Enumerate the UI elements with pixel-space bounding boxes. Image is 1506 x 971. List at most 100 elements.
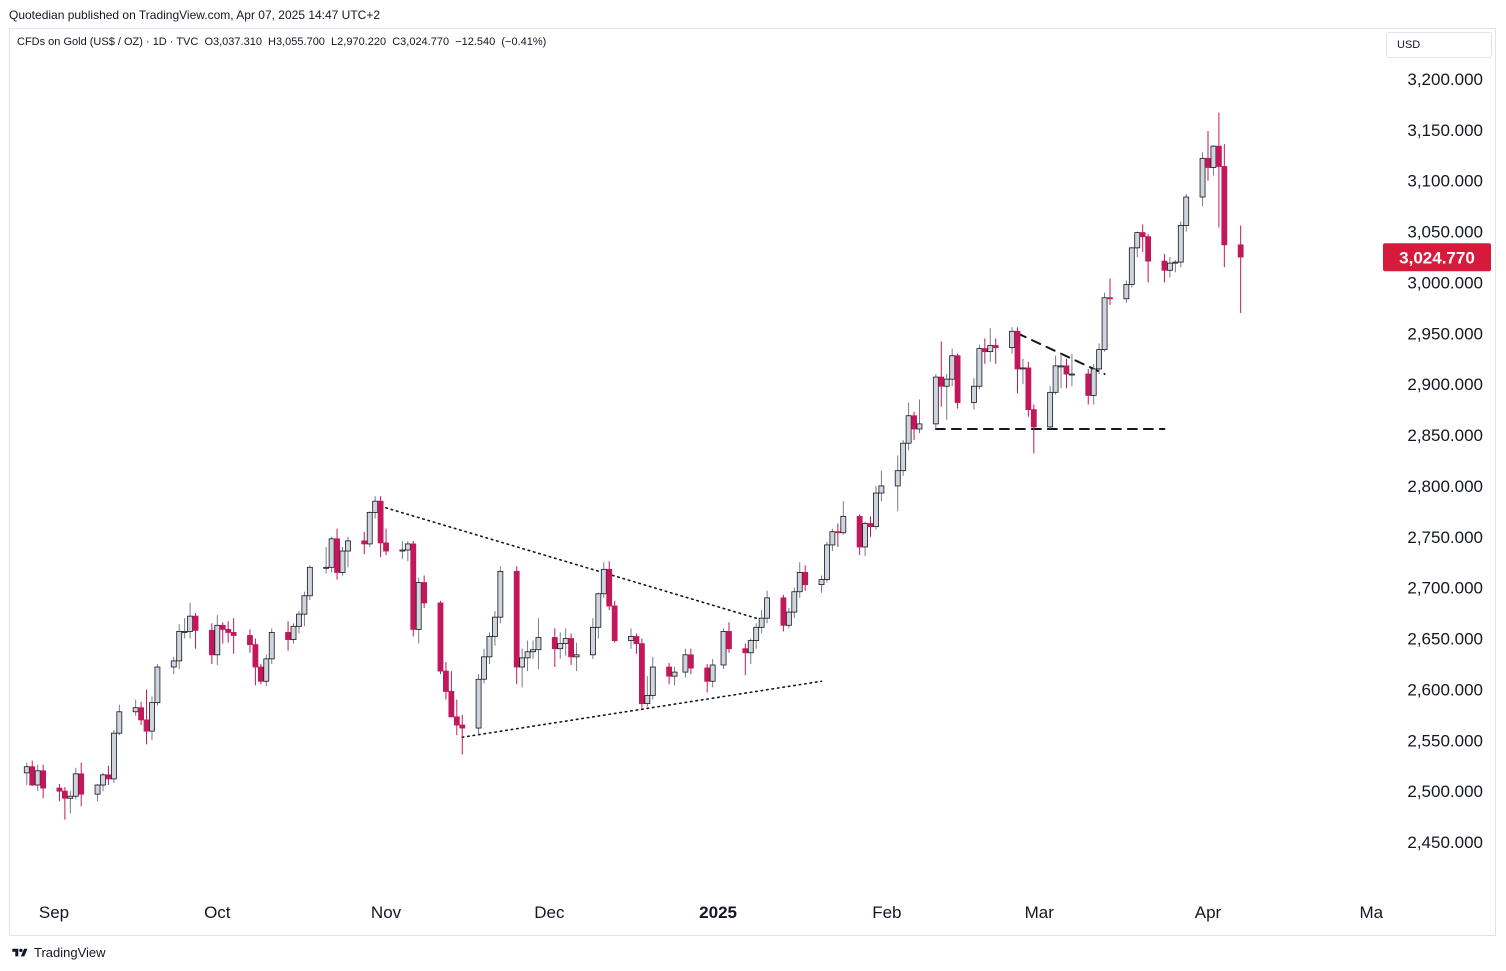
- candle[interactable]: [785, 608, 792, 629]
- candle[interactable]: [181, 618, 188, 639]
- candle[interactable]: [1145, 233, 1152, 283]
- candle[interactable]: [971, 378, 977, 410]
- candle[interactable]: [1052, 355, 1059, 395]
- candle[interactable]: [905, 402, 912, 451]
- candle[interactable]: [225, 621, 232, 643]
- candle[interactable]: [448, 671, 455, 718]
- candle[interactable]: [557, 632, 564, 659]
- candle[interactable]: [595, 592, 602, 639]
- candle[interactable]: [856, 514, 863, 556]
- candle[interactable]: [709, 658, 716, 688]
- candle[interactable]: [1139, 224, 1146, 252]
- candle[interactable]: [296, 611, 302, 634]
- candle[interactable]: [290, 623, 297, 644]
- candle[interactable]: [154, 663, 161, 706]
- candle[interactable]: [530, 640, 536, 659]
- candle[interactable]: [410, 540, 417, 637]
- candle[interactable]: [481, 648, 487, 684]
- candle[interactable]: [94, 784, 101, 802]
- candle[interactable]: [606, 561, 613, 611]
- candle[interactable]: [573, 642, 580, 672]
- candle[interactable]: [1020, 358, 1026, 385]
- candle[interactable]: [252, 638, 259, 686]
- candle[interactable]: [758, 610, 765, 634]
- candle[interactable]: [780, 594, 787, 632]
- candle[interactable]: [628, 628, 634, 649]
- candle[interactable]: [61, 787, 68, 820]
- candle[interactable]: [589, 618, 596, 659]
- candle[interactable]: [247, 629, 253, 653]
- candle[interactable]: [943, 374, 950, 420]
- candle[interactable]: [138, 701, 144, 726]
- candle[interactable]: [132, 699, 139, 716]
- candle[interactable]: [551, 628, 558, 668]
- candle[interactable]: [802, 565, 809, 591]
- candle[interactable]: [383, 528, 389, 556]
- candle[interactable]: [437, 600, 444, 675]
- candle[interactable]: [170, 656, 177, 675]
- candle[interactable]: [666, 662, 673, 685]
- candle[interactable]: [949, 348, 956, 387]
- candle[interactable]: [1123, 280, 1130, 303]
- candle[interactable]: [916, 399, 923, 434]
- candle[interactable]: [1177, 221, 1184, 268]
- candle[interactable]: [345, 536, 351, 568]
- candle[interactable]: [56, 784, 63, 802]
- candle[interactable]: [633, 633, 640, 654]
- candle[interactable]: [257, 663, 264, 685]
- candle[interactable]: [834, 523, 841, 547]
- candle[interactable]: [334, 528, 340, 580]
- candle[interactable]: [671, 667, 678, 686]
- candle[interactable]: [486, 632, 493, 664]
- candle[interactable]: [742, 643, 749, 676]
- candle[interactable]: [78, 762, 85, 807]
- candle[interactable]: [1172, 260, 1179, 273]
- candle[interactable]: [219, 622, 226, 644]
- candle[interactable]: [421, 575, 428, 609]
- candle[interactable]: [1025, 361, 1032, 417]
- candle[interactable]: [404, 540, 411, 562]
- candle[interactable]: [1183, 193, 1190, 232]
- candle[interactable]: [192, 613, 199, 649]
- candle[interactable]: [932, 374, 939, 429]
- candle[interactable]: [176, 624, 183, 670]
- candle[interactable]: [268, 628, 275, 664]
- candle[interactable]: [67, 791, 74, 814]
- candle[interactable]: [1090, 363, 1097, 405]
- candle[interactable]: [1030, 404, 1037, 454]
- candle[interactable]: [878, 470, 885, 502]
- candle[interactable]: [475, 674, 482, 735]
- candle[interactable]: [1221, 144, 1228, 268]
- candle[interactable]: [29, 760, 36, 787]
- candle[interactable]: [1069, 353, 1075, 387]
- candle[interactable]: [764, 590, 770, 624]
- candle[interactable]: [753, 623, 760, 649]
- candle[interactable]: [524, 640, 531, 672]
- candle[interactable]: [1063, 358, 1070, 389]
- candle[interactable]: [230, 618, 237, 654]
- candle[interactable]: [214, 615, 221, 665]
- candle[interactable]: [301, 591, 308, 627]
- candle[interactable]: [911, 411, 917, 441]
- footer-brand[interactable]: TradingView: [10, 945, 106, 960]
- candle[interactable]: [1085, 368, 1092, 405]
- candle[interactable]: [110, 730, 117, 783]
- candle[interactable]: [1047, 386, 1054, 429]
- candle[interactable]: [562, 628, 569, 656]
- candle[interactable]: [829, 528, 836, 552]
- candle[interactable]: [938, 341, 945, 407]
- candle[interactable]: [339, 546, 346, 576]
- candle[interactable]: [116, 704, 123, 736]
- candle[interactable]: [323, 546, 330, 574]
- candle[interactable]: [649, 656, 656, 700]
- candle[interactable]: [894, 455, 901, 512]
- candle[interactable]: [600, 562, 607, 598]
- candle[interactable]: [328, 536, 335, 573]
- candle[interactable]: [1107, 278, 1113, 305]
- candle[interactable]: [1128, 246, 1135, 288]
- candle[interactable]: [791, 587, 798, 619]
- candle[interactable]: [1161, 253, 1168, 283]
- candle[interactable]: [366, 511, 373, 547]
- candle[interactable]: [105, 765, 112, 786]
- candle[interactable]: [840, 501, 847, 535]
